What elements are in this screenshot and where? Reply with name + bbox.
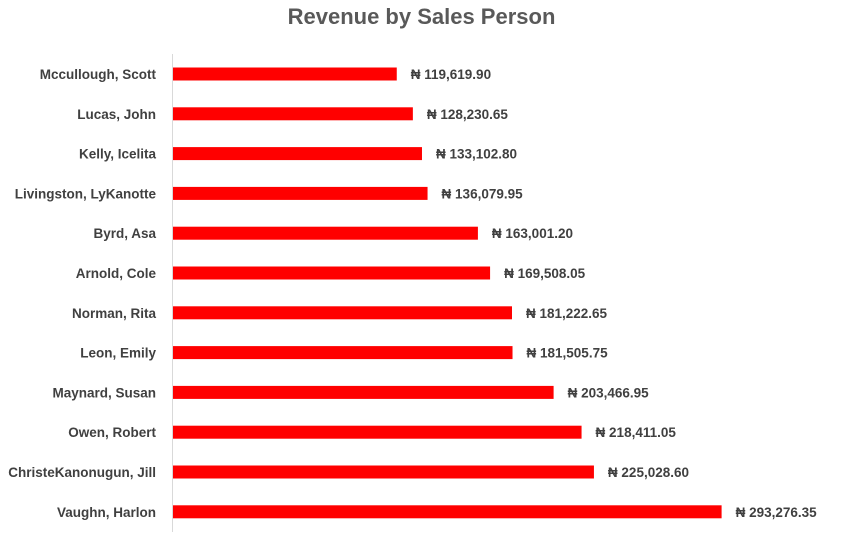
bar xyxy=(173,226,478,240)
bar xyxy=(173,465,594,479)
bar xyxy=(173,67,397,81)
data-label: ₦ 163,001.20 xyxy=(492,226,573,241)
category-label: Lucas, John xyxy=(77,107,156,122)
bar xyxy=(173,147,422,161)
data-label: ₦ 133,102.80 xyxy=(436,147,517,162)
data-label: ₦ 136,079.95 xyxy=(442,186,524,201)
category-label: ChristeKanonugun, Jill xyxy=(8,465,156,480)
category-label: Owen, Robert xyxy=(68,425,156,440)
data-label: ₦ 181,222.65 xyxy=(526,306,608,321)
data-label: ₦ 119,619.90 xyxy=(411,67,491,82)
category-label: Mccullough, Scott xyxy=(40,67,157,82)
data-label: ₦ 225,028.60 xyxy=(608,465,689,480)
category-label: Norman, Rita xyxy=(72,306,157,321)
data-label: ₦ 169,508.05 xyxy=(504,266,586,281)
category-label: Maynard, Susan xyxy=(52,385,156,400)
chart-title: Revenue by Sales Person xyxy=(287,4,556,29)
bar xyxy=(173,306,512,320)
bar xyxy=(173,186,428,200)
data-label: ₦ 203,466.95 xyxy=(568,385,650,400)
category-label: Arnold, Cole xyxy=(76,266,157,281)
data-label: ₦ 293,276.35 xyxy=(736,505,818,520)
bar xyxy=(173,266,491,280)
category-label: Byrd, Asa xyxy=(93,226,156,241)
data-label: ₦ 181,505.75 xyxy=(527,346,609,361)
category-label: Livingston, LyKanotte xyxy=(15,186,157,201)
bar xyxy=(173,505,722,519)
bar xyxy=(173,346,513,360)
bars-layer: Mccullough, Scott ₦ 119,619.90 Lucas, John… xyxy=(8,54,817,532)
bar xyxy=(173,425,582,439)
bar xyxy=(173,385,554,399)
bar xyxy=(173,107,413,121)
data-label: ₦ 128,230.65 xyxy=(427,107,509,122)
data-label: ₦ 218,411.05 xyxy=(596,425,677,440)
category-label: Leon, Emily xyxy=(80,346,156,361)
category-label: Kelly, Icelita xyxy=(79,147,157,162)
category-label: Vaughn, Harlon xyxy=(57,505,156,520)
